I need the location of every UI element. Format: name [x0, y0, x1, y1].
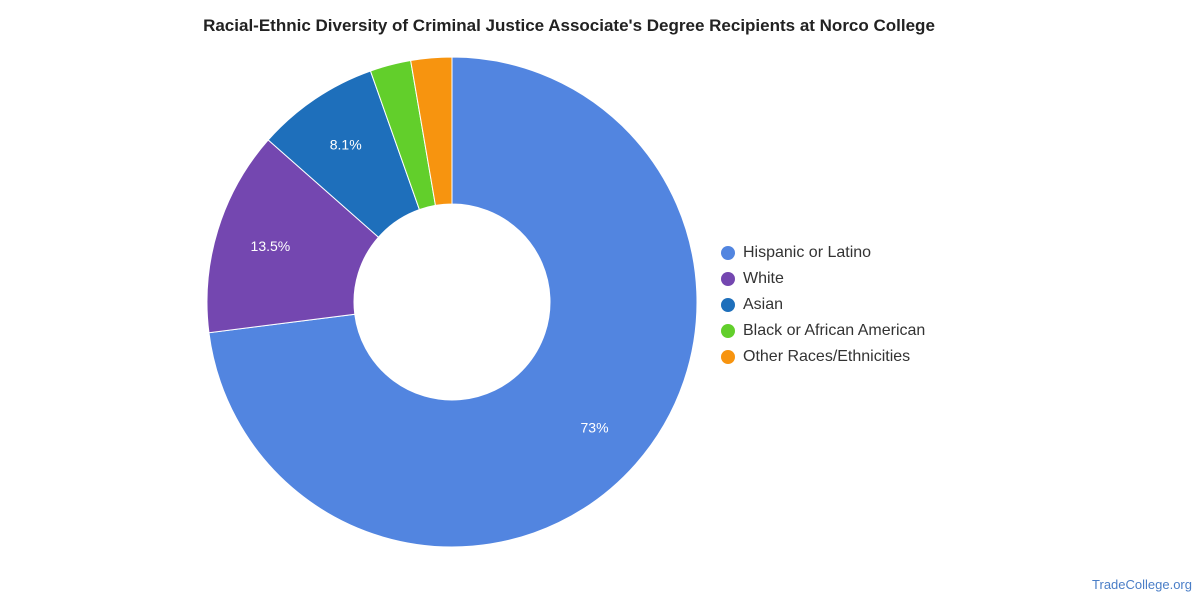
slice-label-white: 13.5% — [251, 238, 291, 254]
slice-label-hispanic-or-latino: 73% — [581, 420, 609, 436]
legend-label: Other Races/Ethnicities — [743, 348, 911, 365]
legend-swatch — [721, 298, 735, 312]
slice-white[interactable] — [206, 139, 380, 334]
legend-swatch — [721, 324, 735, 338]
legend-item-black-or-african-american[interactable]: Black or African American — [721, 318, 925, 344]
legend-swatch — [721, 246, 735, 260]
legend-label: Black or African American — [743, 322, 926, 339]
site-watermark[interactable]: TradeCollege.org — [1092, 577, 1192, 592]
legend-item-asian[interactable]: Asian — [721, 292, 925, 318]
slice-label-asian: 8.1% — [330, 137, 362, 153]
legend-item-hispanic-or-latino[interactable]: Hispanic or Latino — [721, 240, 925, 266]
legend-swatch — [721, 350, 735, 364]
legend-label: White — [743, 270, 784, 287]
legend-label: Asian — [743, 296, 784, 313]
legend-swatch — [721, 272, 735, 286]
legend-label: Hispanic or Latino — [743, 244, 872, 261]
chart-title: Racial-Ethnic Diversity of Criminal Just… — [203, 16, 935, 35]
legend-item-white[interactable]: White — [721, 266, 925, 292]
slice-hispanic-or-latino[interactable] — [208, 56, 698, 548]
legend-item-other-races-ethnicities[interactable]: Other Races/Ethnicities — [721, 344, 925, 370]
chart-legend: Hispanic or Latino White Asian Black or Afr… — [721, 240, 925, 370]
slice-other-races-ethnicities[interactable] — [410, 56, 453, 206]
